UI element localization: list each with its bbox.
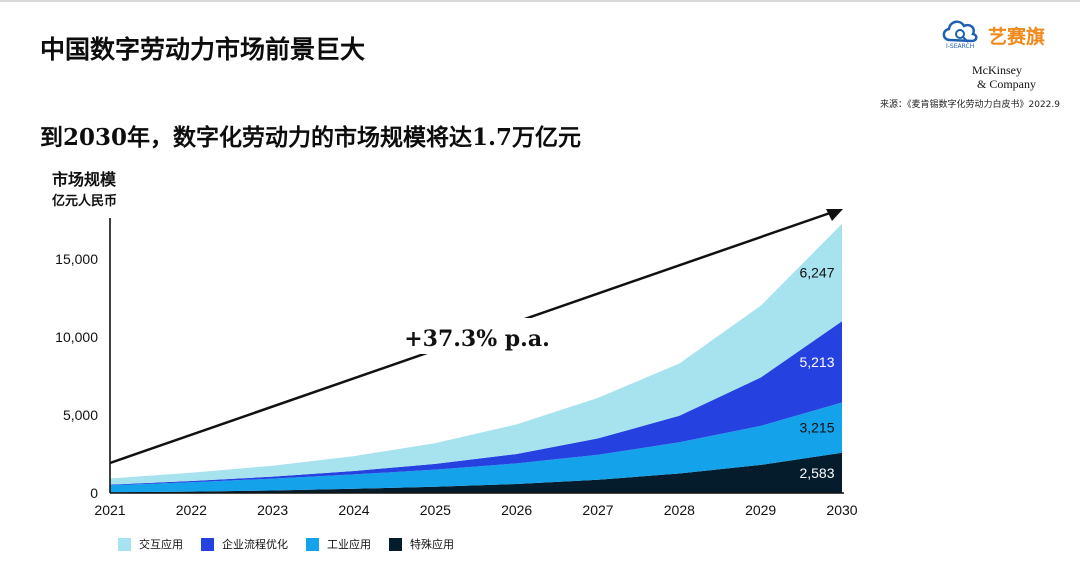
chart-headline: 到2030年，数字化劳动力的市场规模将达1.7万亿元	[40, 124, 582, 151]
data-label: 2,583	[799, 465, 834, 481]
chart-legend: 交互应用 企业流程优化 工业应用 特殊应用	[118, 536, 454, 552]
x-tick-label: 2022	[176, 502, 207, 518]
legend-swatch	[389, 537, 402, 551]
y-axis-unit: 亿元人民币	[52, 194, 118, 209]
growth-annotation: +37.3% p.a.	[404, 326, 550, 352]
page-title: 中国数字劳动力市场前景巨大	[40, 35, 366, 64]
legend-item: 特殊应用	[389, 536, 454, 552]
legend-swatch	[306, 537, 319, 551]
isearch-logo	[942, 20, 978, 43]
data-label: 3,215	[799, 420, 834, 436]
data-label: 5,213	[799, 354, 834, 370]
legend-item: 交互应用	[118, 536, 183, 552]
x-tick-label: 2029	[745, 502, 776, 518]
cloud-icon	[942, 20, 978, 43]
logo-text: 艺赛旗	[988, 26, 1046, 48]
legend-label: 企业流程优化	[222, 538, 288, 551]
legend-label: 交互应用	[139, 538, 183, 551]
y-tick-label: 0	[90, 485, 98, 501]
legend-swatch	[118, 537, 131, 551]
y-tick-label: 15,000	[55, 251, 98, 267]
x-tick-label: 2030	[826, 502, 857, 518]
top-divider	[0, 0, 1080, 2]
area-series-1	[110, 402, 842, 493]
x-tick-label: 2026	[501, 502, 532, 518]
x-tick-label: 2027	[582, 502, 613, 518]
logo-subtext: I-SEARCH	[946, 43, 975, 50]
x-tick-label: 2025	[420, 502, 451, 518]
area-series-2	[110, 321, 842, 486]
y-tick-label: 10,000	[55, 329, 98, 345]
source-note: 来源：《麦肯锡数字化劳动力白皮书》2022.9	[880, 100, 1060, 110]
area-series-3	[110, 223, 842, 485]
legend-swatch	[201, 537, 214, 551]
legend-item: 工业应用	[306, 536, 371, 552]
y-axis-title: 市场规模	[52, 170, 117, 189]
x-tick-label: 2023	[257, 502, 288, 518]
x-tick-label: 2024	[338, 502, 369, 518]
area-series-0	[110, 452, 842, 493]
mckinsey-logo-line2: & Company	[977, 77, 1036, 91]
legend-item: 企业流程优化	[201, 536, 288, 552]
mckinsey-logo-line1: McKinsey	[972, 63, 1022, 77]
legend-label: 特殊应用	[410, 538, 454, 551]
data-label: 6,247	[799, 265, 834, 281]
y-tick-label: 5,000	[63, 407, 98, 423]
annotation-background	[392, 318, 562, 354]
arrow-head-icon	[826, 209, 843, 221]
x-tick-label: 2021	[94, 502, 125, 518]
x-tick-label: 2028	[664, 502, 695, 518]
legend-label: 工业应用	[327, 538, 371, 551]
